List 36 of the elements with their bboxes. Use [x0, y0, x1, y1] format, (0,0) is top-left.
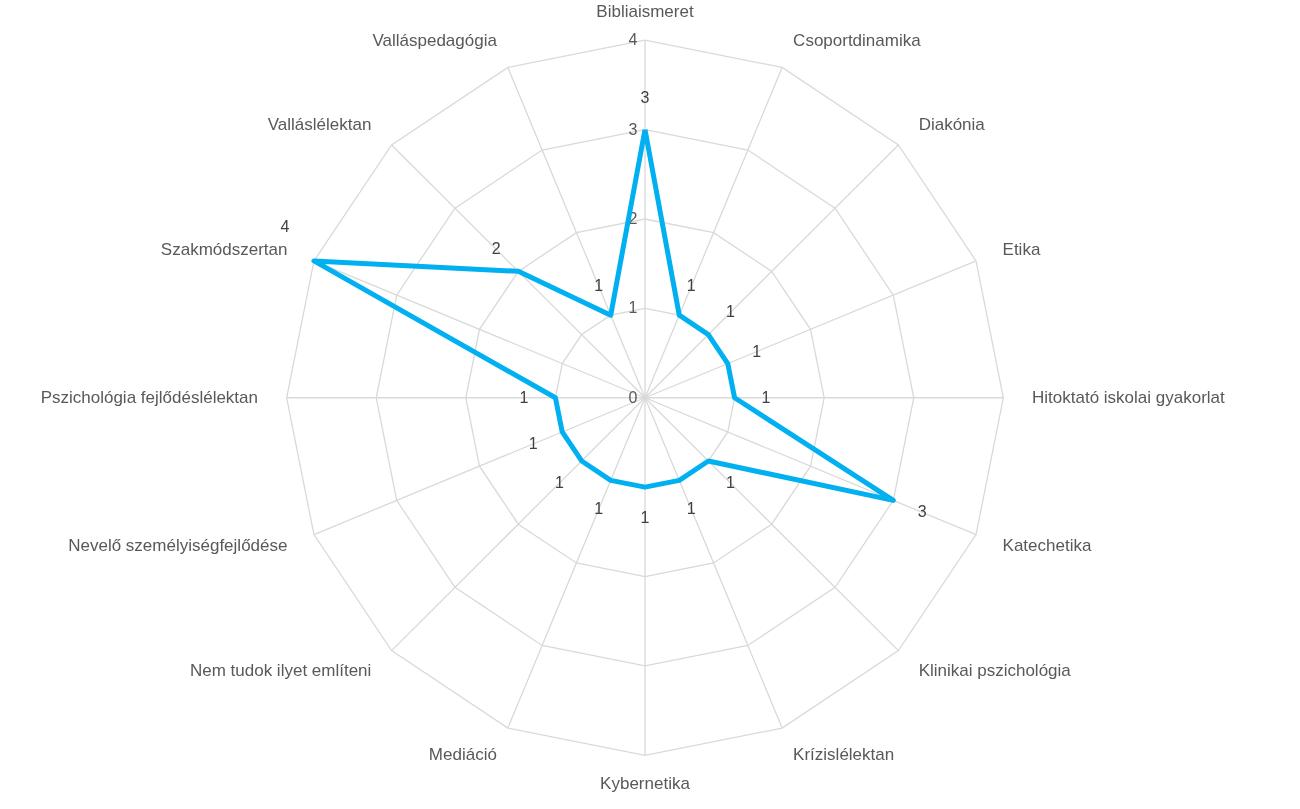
- data-label: 1: [640, 509, 650, 527]
- data-label: 1: [726, 303, 736, 321]
- spoke-label: Mediáció: [428, 744, 497, 764]
- spoke-label: Szakmódszertan: [160, 239, 288, 259]
- data-label: 1: [555, 474, 565, 492]
- spoke-label: Csoportdinamika: [793, 31, 922, 51]
- data-label: 1: [519, 388, 529, 406]
- data-label: 1: [686, 500, 696, 518]
- data-label: 1: [726, 474, 736, 492]
- data-label: 1: [761, 388, 771, 406]
- spoke-label: Nevelő személyiségfejlődése: [68, 535, 288, 555]
- spoke-label: Katechetika: [1002, 535, 1092, 555]
- data-label: 1: [528, 434, 538, 452]
- spoke-label: Hitoktató iskolai gyakorlat: [1032, 387, 1226, 407]
- spoke-label: Bibliaismeret: [596, 1, 694, 21]
- y-tick-label: 0: [628, 388, 638, 406]
- data-label: 3: [917, 503, 927, 521]
- spoke-label: Krízislélektan: [793, 744, 895, 764]
- spoke-label: Etika: [1002, 239, 1041, 259]
- data-label: 1: [686, 277, 696, 295]
- spoke-label: Diakónia: [918, 114, 986, 134]
- data-label: 3: [640, 89, 650, 107]
- y-tick-label: 1: [628, 299, 638, 317]
- y-tick-label: 4: [628, 31, 638, 49]
- data-label: 1: [594, 500, 604, 518]
- spoke-label: Klinikai pszichológia: [918, 660, 1072, 680]
- data-label: 2: [491, 240, 501, 258]
- spoke-label: Pszichológia fejlődéslélektan: [40, 387, 258, 407]
- data-label: 1: [752, 342, 762, 360]
- spoke-label: Valláslélektan: [267, 114, 372, 134]
- data-label: 4: [280, 217, 290, 235]
- spoke-label: Kybernetika: [600, 773, 691, 793]
- spoke-label: Nem tudok ilyet említeni: [189, 660, 372, 680]
- data-label: 1: [594, 277, 604, 295]
- y-tick-label: 3: [628, 120, 638, 138]
- spoke-label: Valláspedagógia: [372, 31, 498, 51]
